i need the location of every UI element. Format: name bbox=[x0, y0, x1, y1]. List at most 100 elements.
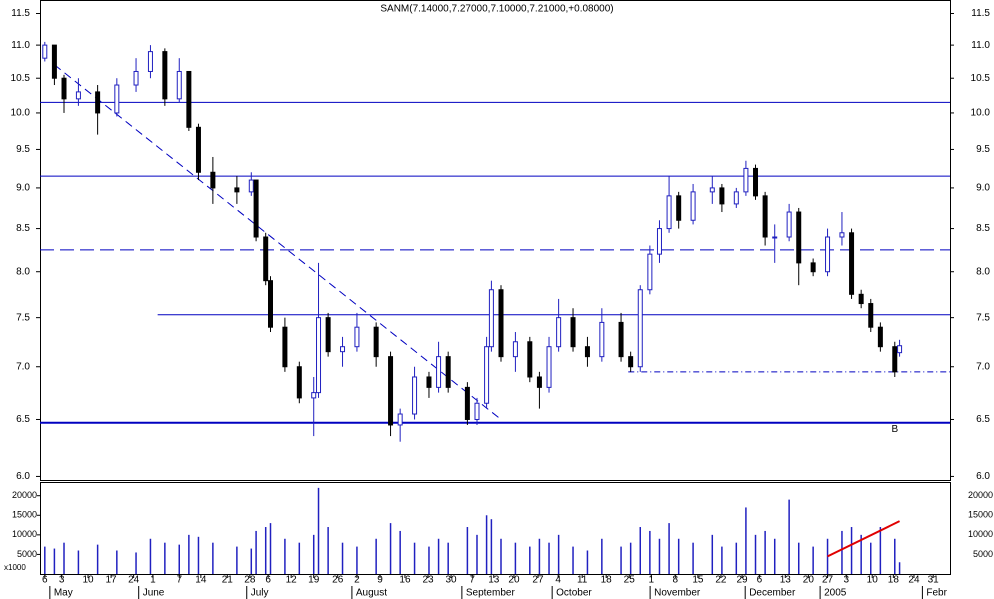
candle-body bbox=[147, 51, 153, 72]
month-label: December bbox=[749, 588, 796, 599]
x-tick-label: 20 bbox=[508, 575, 520, 586]
y-tick-label: 11.5 bbox=[11, 8, 30, 19]
candle-body bbox=[445, 356, 451, 388]
x-tick-label: 15 bbox=[692, 575, 704, 586]
y-tick-label-right: 7.0 bbox=[976, 361, 990, 372]
x-tick-label: 3 bbox=[59, 575, 65, 586]
x-tick-label: 24 bbox=[128, 575, 140, 586]
volume-tick-label: 5000 bbox=[17, 549, 37, 559]
x-tick-label: 1 bbox=[150, 575, 156, 586]
candle-body bbox=[839, 232, 845, 238]
candle-body bbox=[772, 236, 778, 239]
x-tick-label: 22 bbox=[715, 575, 727, 586]
candle-body bbox=[810, 262, 816, 273]
x-tick-label: 30 bbox=[445, 575, 457, 586]
volume-tick-label: 10000 bbox=[12, 529, 37, 539]
y-tick-label-right: 6.5 bbox=[976, 414, 990, 425]
candle-body bbox=[61, 77, 67, 100]
candle-body bbox=[570, 317, 576, 348]
candle-body bbox=[690, 191, 696, 221]
candle-body bbox=[796, 211, 802, 264]
x-tick-label: 21 bbox=[222, 575, 234, 586]
month-label: November bbox=[654, 588, 701, 599]
x-tick-label: 14 bbox=[195, 575, 207, 586]
y-tick-label: 7.0 bbox=[16, 361, 30, 372]
x-tick-label: 23 bbox=[422, 575, 434, 586]
x-tick-label: 18 bbox=[888, 575, 900, 586]
candle-body bbox=[354, 326, 360, 348]
x-tick-label: 8 bbox=[673, 575, 679, 586]
volume-tick-label-right: 15000 bbox=[968, 510, 993, 520]
candle-body bbox=[743, 167, 749, 193]
month-label: May bbox=[54, 588, 73, 599]
y-tick-label-right: 8.5 bbox=[976, 223, 990, 234]
y-tick-label-right: 11.5 bbox=[971, 8, 990, 19]
candle-body bbox=[877, 326, 883, 348]
month-label: June bbox=[143, 588, 165, 599]
x-tick-label: 25 bbox=[624, 575, 636, 586]
x-tick-label: 4 bbox=[555, 575, 561, 586]
x-tick-label: 13 bbox=[488, 575, 500, 586]
candle-body bbox=[719, 187, 725, 205]
candle-body bbox=[849, 232, 855, 295]
candle-body bbox=[858, 293, 864, 305]
candle-body bbox=[373, 326, 379, 358]
candle-body bbox=[282, 326, 288, 368]
annotation: B bbox=[891, 424, 898, 435]
trendline bbox=[54, 64, 502, 420]
candle-body bbox=[733, 191, 739, 205]
x-tick-label: 17 bbox=[106, 575, 118, 586]
x-tick-label: 1 bbox=[649, 575, 655, 586]
x-tick-label: 6 bbox=[265, 575, 271, 586]
candle-body bbox=[546, 346, 552, 388]
candle-body bbox=[647, 253, 653, 291]
x-tick-label: 6 bbox=[42, 575, 48, 586]
candle-body bbox=[95, 91, 101, 114]
candle-body bbox=[527, 341, 533, 378]
candle-body bbox=[484, 346, 490, 404]
y-tick-label: 9.5 bbox=[16, 144, 30, 155]
candle-body bbox=[296, 366, 302, 399]
y-tick-label-right: 9.0 bbox=[976, 183, 990, 194]
candle-body bbox=[162, 51, 168, 100]
volume-tick-label-right: 5000 bbox=[973, 549, 993, 559]
volume-tick-label: 15000 bbox=[12, 510, 37, 520]
candle-body bbox=[133, 70, 139, 86]
x-tick-label: 7 bbox=[469, 575, 475, 586]
x-tick-label: 3 bbox=[843, 575, 849, 586]
candle-body bbox=[637, 289, 643, 368]
x-tick-label: 31 bbox=[928, 575, 940, 586]
x-tick-label: 29 bbox=[737, 575, 749, 586]
candle-body bbox=[897, 345, 903, 354]
volume-trendline bbox=[827, 520, 901, 558]
candle-body bbox=[498, 289, 504, 358]
candle-body bbox=[42, 44, 48, 59]
month-label: July bbox=[251, 588, 269, 599]
x-tick-label: 28 bbox=[244, 575, 256, 586]
x-tick-label: 27 bbox=[532, 575, 544, 586]
month-label: Febr bbox=[926, 588, 947, 599]
candle-body bbox=[210, 171, 216, 189]
candle-body bbox=[114, 84, 120, 114]
x-tick-label: 20 bbox=[803, 575, 815, 586]
candle-body bbox=[311, 392, 317, 399]
x-tick-label: 9 bbox=[377, 575, 383, 586]
candle-body bbox=[786, 211, 792, 238]
x-tick-label: 12 bbox=[286, 575, 298, 586]
candle-body bbox=[656, 228, 662, 255]
volume-tick-label-right: 20000 bbox=[968, 490, 993, 500]
candle-body bbox=[762, 195, 768, 238]
candle-body bbox=[536, 376, 542, 388]
y-tick-label: 6.5 bbox=[16, 414, 30, 425]
candle-body bbox=[51, 44, 57, 79]
x-tick-label: 16 bbox=[399, 575, 411, 586]
candle-body bbox=[268, 280, 274, 328]
y-tick-label: 7.5 bbox=[16, 312, 30, 323]
x-tick-label: 18 bbox=[601, 575, 613, 586]
candle-body bbox=[388, 356, 394, 426]
candle-body bbox=[186, 70, 192, 128]
candle-body bbox=[709, 187, 715, 193]
candle-body bbox=[599, 321, 605, 358]
y-tick-label-right: 10.5 bbox=[971, 73, 991, 84]
y-tick-label: 10.0 bbox=[11, 108, 31, 119]
